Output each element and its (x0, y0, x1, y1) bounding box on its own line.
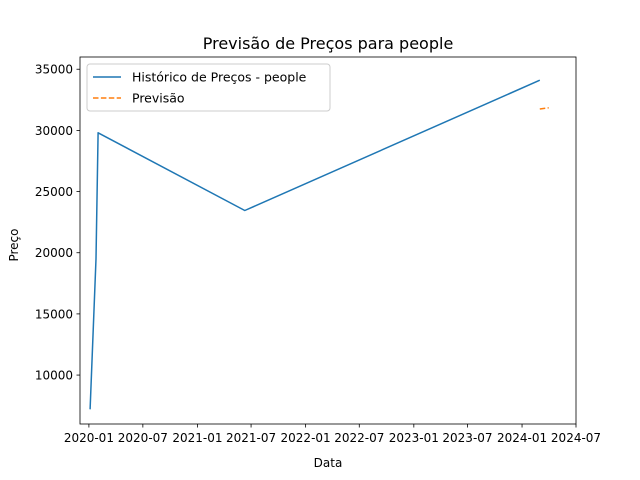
y-tick-label: 20000 (35, 246, 73, 260)
legend-label-1: Previsão (132, 91, 185, 106)
y-tick-label: 30000 (35, 124, 73, 138)
x-axis-label: Data (314, 456, 343, 470)
x-tick-label: 2024-07 (551, 431, 601, 445)
y-axis-label: Preço (7, 228, 21, 261)
x-tick-label: 2020-07 (118, 431, 168, 445)
y-tick-label: 15000 (35, 307, 73, 321)
y-tick-label: 35000 (35, 63, 73, 77)
series-line-1 (539, 107, 549, 110)
x-tick-label: 2021-01 (172, 431, 222, 445)
x-tick-label: 2024-01 (497, 431, 547, 445)
plot-frame (79, 56, 577, 425)
plot-area (79, 56, 577, 425)
legend: Histórico de Preços - people Previsão (86, 63, 331, 112)
series-line-0 (89, 79, 541, 410)
x-tick-label: 2022-01 (281, 431, 331, 445)
legend-box (86, 63, 331, 112)
legend-label-0: Histórico de Preços - people (132, 70, 307, 85)
y-tick-label: 10000 (35, 369, 73, 383)
x-tick-label: 2020-01 (64, 431, 114, 445)
chart-title: Previsão de Preços para people (203, 34, 454, 53)
x-tick-label: 2023-07 (442, 431, 492, 445)
y-axis: 10000 15000 20000 25000 30000 35000 (35, 63, 80, 383)
x-tick-label: 2023-01 (389, 431, 439, 445)
x-tick-label: 2021-07 (226, 431, 276, 445)
x-axis: 2020-01 2020-07 2021-01 2021-07 2022-01 2022-… (64, 424, 601, 445)
y-tick-label: 25000 (35, 185, 73, 199)
x-tick-label: 2022-07 (334, 431, 384, 445)
